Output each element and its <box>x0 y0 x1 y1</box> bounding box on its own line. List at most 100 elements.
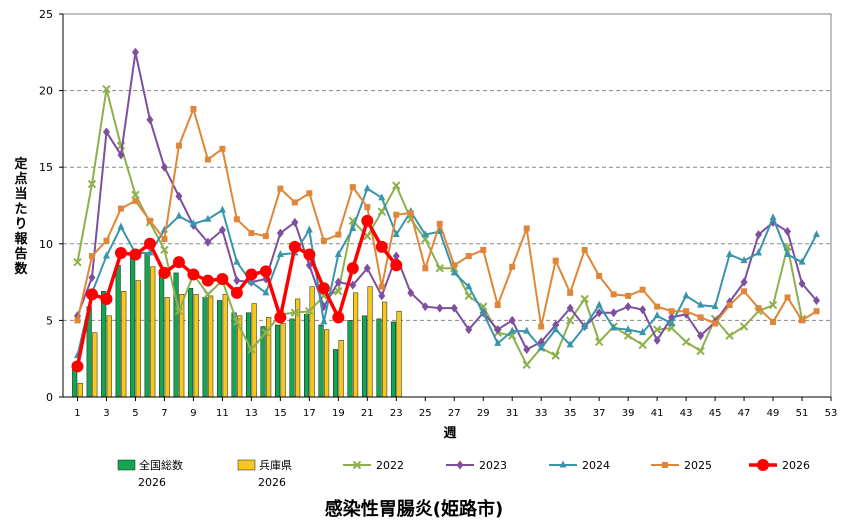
x-tick-label: 29 <box>477 408 490 419</box>
bar-national-w10 <box>202 297 208 398</box>
point-2026-w16 <box>288 240 301 253</box>
legend-label: 2023 <box>479 459 507 472</box>
point-2024-w50 <box>784 250 792 258</box>
point-2022-w10 <box>203 290 213 299</box>
point-2023-w44 <box>697 331 705 341</box>
point-2022-w19 <box>334 287 343 296</box>
point-2026-w2 <box>85 288 98 301</box>
bar-hyogo-w3 <box>106 315 112 398</box>
point-2023-w6 <box>146 115 154 125</box>
point-2025-w37 <box>596 272 603 279</box>
point-2023-w51 <box>798 279 806 289</box>
legend-marker-2024 <box>559 460 567 468</box>
point-2025-w32 <box>523 225 530 232</box>
point-2024-w13 <box>247 277 255 285</box>
point-2024-w17 <box>305 225 313 233</box>
point-2023-w40 <box>639 305 647 315</box>
point-2022-w35 <box>565 316 575 325</box>
point-2024-w35 <box>566 340 574 348</box>
line-layer <box>71 47 821 373</box>
point-2025-w4 <box>117 205 124 212</box>
point-2022-w47 <box>739 322 749 331</box>
bar-hyogo-w15 <box>280 323 286 398</box>
bar-hyogo-w19 <box>338 340 344 398</box>
point-2024-w33 <box>537 343 545 351</box>
point-2025-w24 <box>407 210 414 217</box>
point-2022-w12 <box>232 317 242 327</box>
legend-marker-2026 <box>757 459 769 471</box>
x-tick-label: 33 <box>535 408 548 419</box>
point-2022-w41 <box>652 325 662 334</box>
bar-hyogo-w18 <box>324 329 330 398</box>
series-line-2023 <box>76 51 818 351</box>
point-2022-w14 <box>261 328 271 337</box>
point-2022-w7 <box>160 245 169 255</box>
bar-hyogo-w17 <box>309 286 315 398</box>
point-2022-w34 <box>551 351 560 360</box>
point-2023-w35 <box>566 303 574 313</box>
point-2024-w46 <box>726 250 734 258</box>
point-2024-w20 <box>349 223 357 231</box>
x-tick-label: 47 <box>738 408 751 419</box>
point-2025-w41 <box>654 303 661 310</box>
point-2022-w37 <box>594 337 604 347</box>
point-2023-w3 <box>102 127 110 137</box>
chart-title: 感染性胃腸炎(姫路市) <box>325 498 503 520</box>
point-2022-w28 <box>464 291 473 301</box>
series-line-2024 <box>76 187 818 356</box>
y-tick-label: 10 <box>39 238 53 251</box>
point-2026-w20 <box>346 262 359 275</box>
point-2024-w27 <box>450 268 458 276</box>
point-2025-w38 <box>610 291 617 298</box>
bar-national-w19 <box>332 349 339 398</box>
point-2025-w33 <box>538 323 545 330</box>
point-2025-w43 <box>683 308 690 315</box>
point-2026-w5 <box>129 248 142 261</box>
x-tick-label: 31 <box>506 408 519 419</box>
point-2022-w40 <box>638 340 647 350</box>
x-tick-label: 3 <box>103 408 109 419</box>
bar-national-w9 <box>188 287 194 398</box>
point-2025-w34 <box>552 257 559 264</box>
x-tick-label: 37 <box>593 408 606 419</box>
bar-national-w22 <box>376 318 382 398</box>
legend-marker-2023 <box>456 460 464 470</box>
point-2025-w15 <box>277 185 284 192</box>
bar-hyogo-w21 <box>367 286 373 398</box>
legend-marker-2022 <box>352 460 362 470</box>
point-2025-w40 <box>639 286 646 293</box>
point-2025-w45 <box>712 320 719 327</box>
point-2025-w25 <box>422 265 429 272</box>
point-2025-w12 <box>233 216 240 223</box>
series-line-2025 <box>76 107 818 328</box>
point-2025-w48 <box>755 305 762 312</box>
y-tick-label: 15 <box>39 161 53 174</box>
y-tick-label: 5 <box>46 314 53 327</box>
point-2025-w1 <box>74 317 81 324</box>
x-tick-label: 17 <box>303 408 316 419</box>
point-2024-w37 <box>595 300 603 308</box>
point-2025-w22 <box>378 283 385 290</box>
bar-national-w18 <box>318 324 324 398</box>
point-2023-w21 <box>363 263 371 273</box>
x-tick-label: 21 <box>361 408 374 419</box>
point-2022-w1 <box>73 257 82 267</box>
point-2026-w14 <box>259 265 272 278</box>
point-2023-w7 <box>160 162 168 172</box>
point-2023-w15 <box>276 228 284 238</box>
point-2025-w31 <box>509 263 516 270</box>
x-tick-label: 25 <box>419 408 432 419</box>
y-tick-label: 25 <box>39 8 53 21</box>
legend-swatch-hyogo <box>237 459 256 471</box>
bar-hyogo-w22 <box>382 301 388 398</box>
bar-national-w15 <box>275 324 281 398</box>
point-2024-w43 <box>682 291 690 299</box>
y-tick-label: 0 <box>46 391 53 404</box>
x-tick-label: 49 <box>767 408 780 419</box>
x-tick-label: 19 <box>332 408 345 419</box>
point-2024-w10 <box>204 214 212 222</box>
point-2023-w26 <box>436 303 444 313</box>
bar-hyogo-w6 <box>150 266 156 398</box>
point-2026-w6 <box>143 237 156 250</box>
point-2024-w6 <box>146 248 154 256</box>
